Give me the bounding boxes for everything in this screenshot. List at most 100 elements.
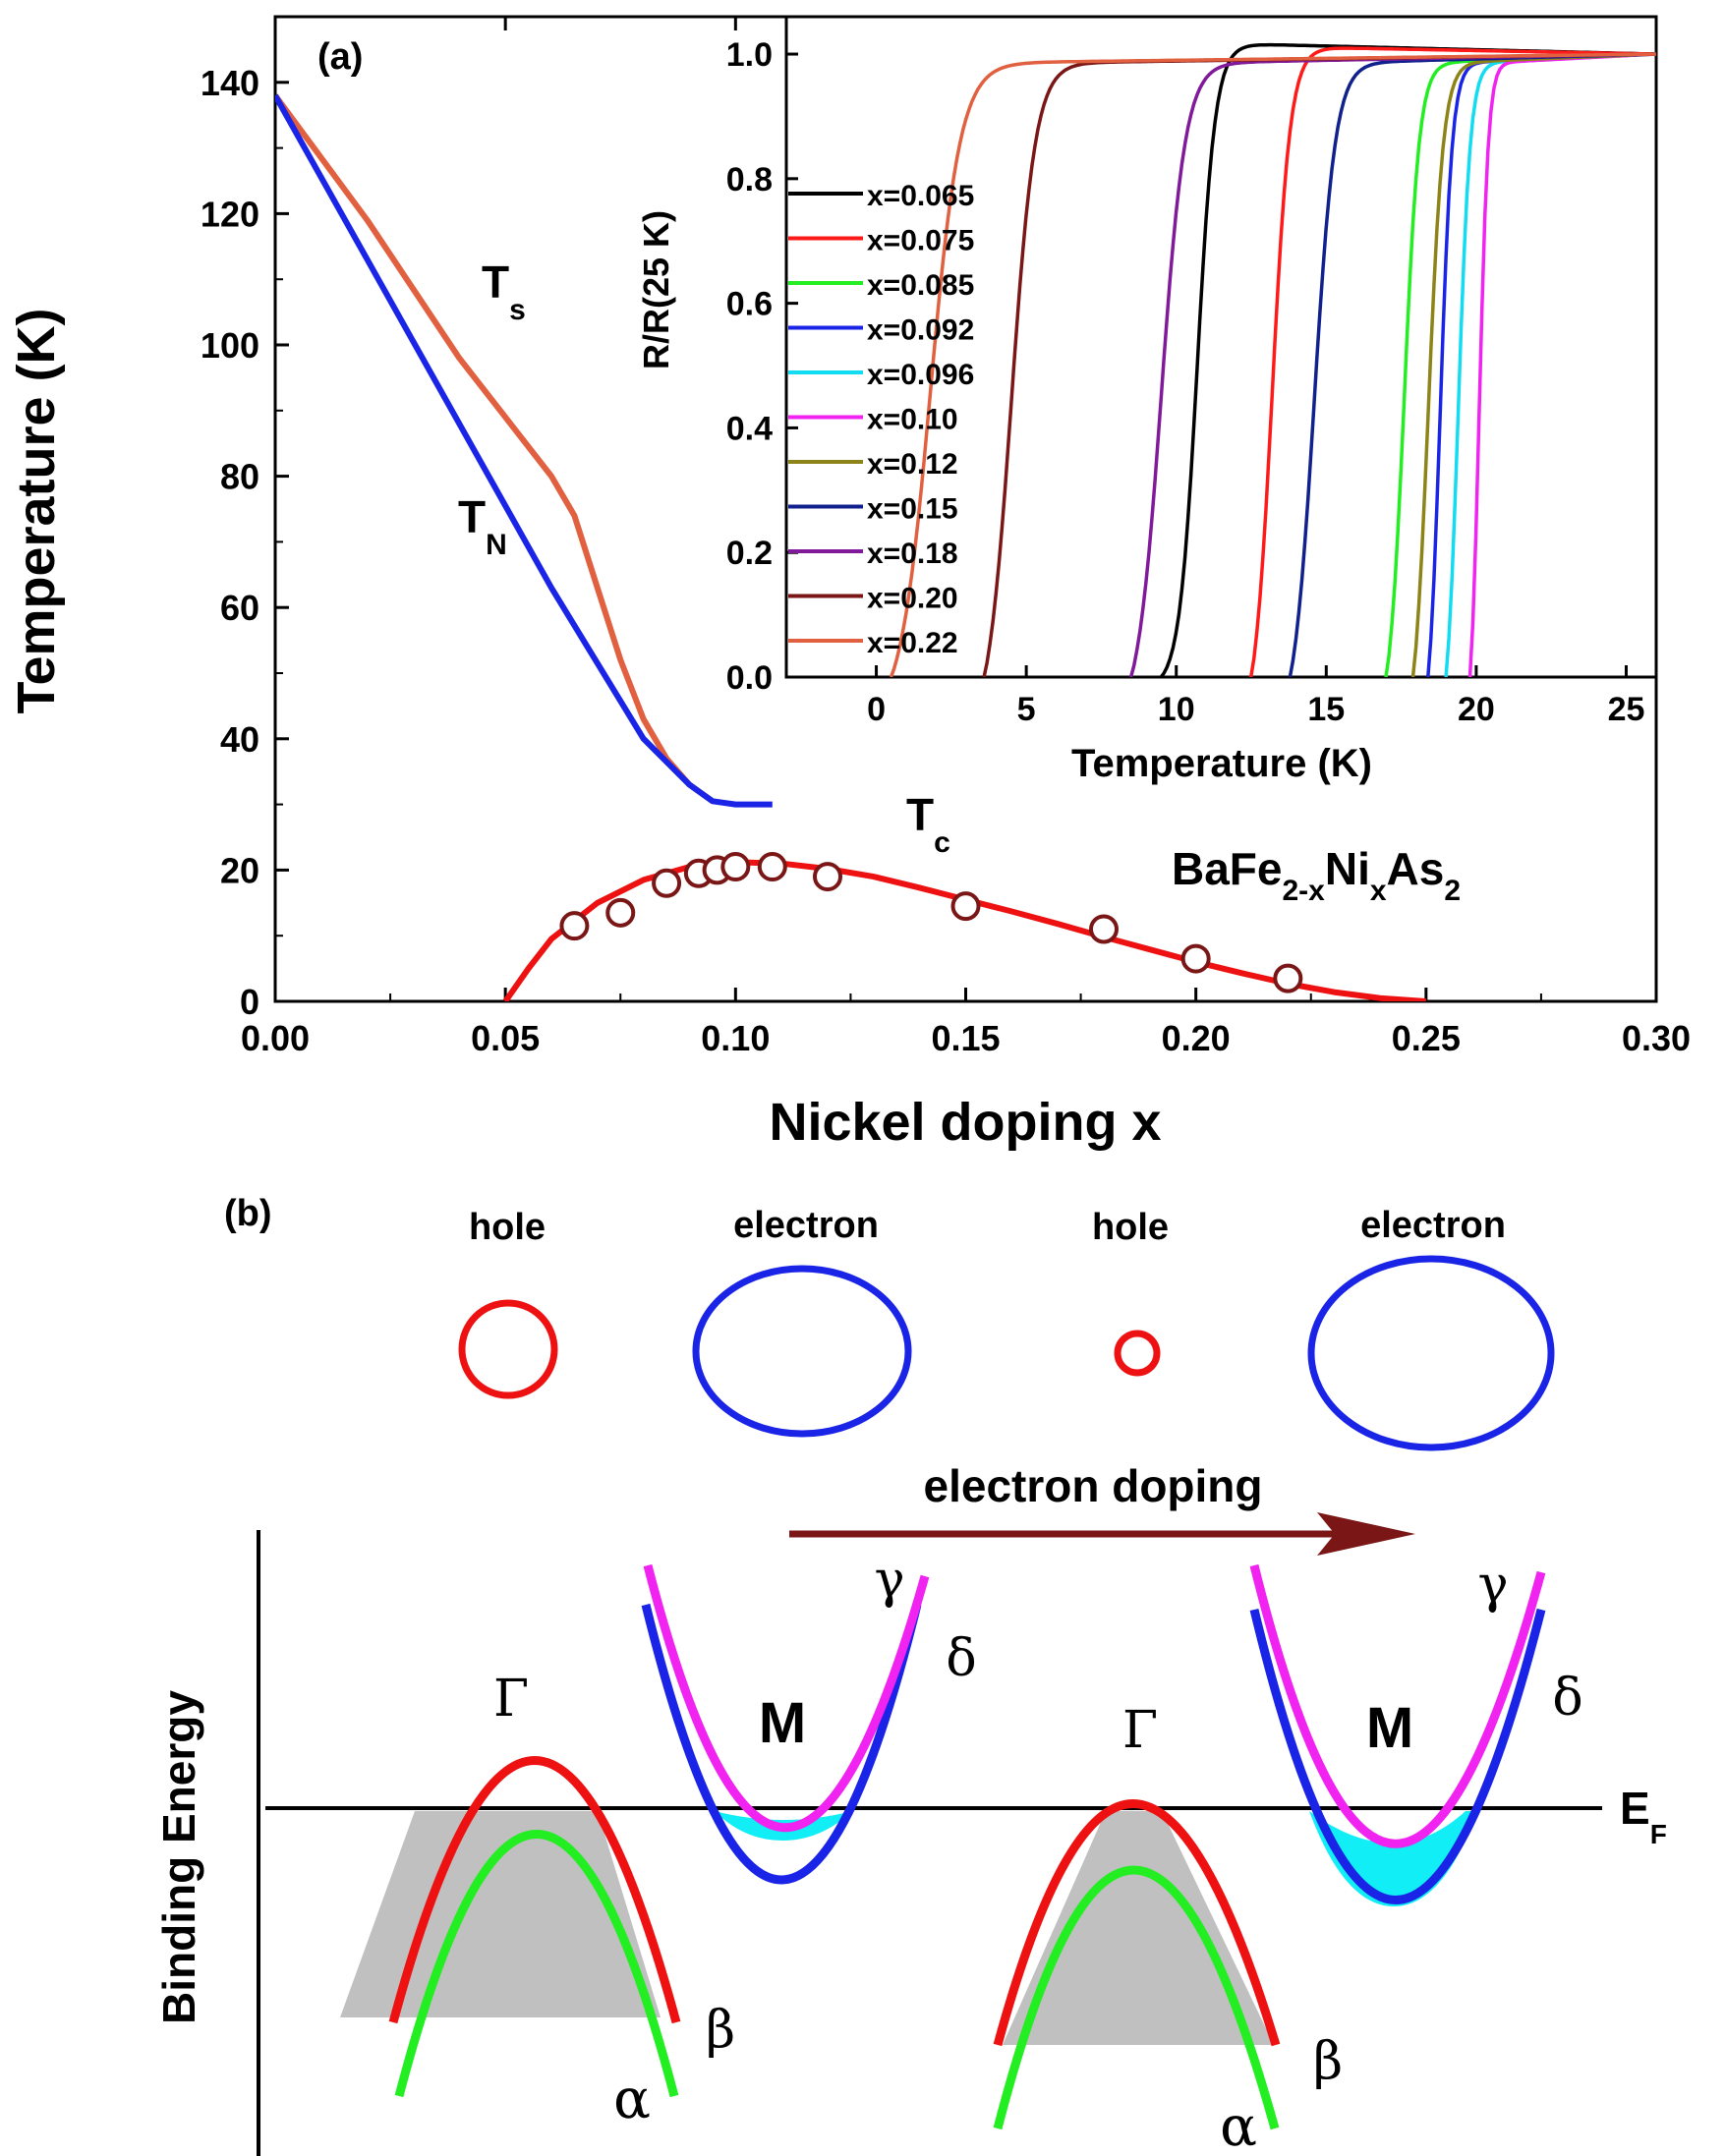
- legend-label: x=0.10: [867, 404, 958, 436]
- hole-pocket-left: [458, 1299, 558, 1399]
- m-point-label-left: M: [759, 1691, 806, 1755]
- inset-x-tick-label: 20: [1458, 691, 1495, 728]
- tc-data-point: [605, 897, 636, 928]
- alpha-band-label-right: α: [1220, 2095, 1257, 2156]
- inset-y-tick-label: 0.6: [726, 286, 773, 323]
- hole-pocket-right: [1114, 1330, 1161, 1377]
- hole-label-left: hole: [469, 1207, 546, 1248]
- beta-band-label-left: β: [706, 2001, 735, 2060]
- legend-label: x=0.12: [867, 448, 958, 481]
- tc-data-point: [652, 868, 682, 898]
- main-y-axis-title: Temperature (K): [7, 308, 66, 713]
- inset-x-tick-label: 25: [1608, 691, 1645, 728]
- main-x-tick-label: 0.15: [931, 1018, 1000, 1058]
- legend-label: x=0.20: [867, 583, 958, 615]
- main-y-ticks: 0 20 40 60 80 100 120 140: [201, 16, 289, 1022]
- beta-band-left: [388, 1756, 681, 2024]
- inset-y-tick-label: 0.0: [726, 659, 773, 697]
- fermi-level-label: EF: [1620, 1783, 1667, 1849]
- hole-label-right: hole: [1092, 1207, 1169, 1248]
- inset-x-axis-title: Temperature (K): [1071, 742, 1372, 785]
- main-y-tick-label: 0: [240, 982, 259, 1022]
- tn-line: [275, 93, 773, 808]
- main-x-tick-label: 0.20: [1162, 1018, 1231, 1058]
- panel-a-label: (a): [317, 36, 363, 78]
- tc-fit-line: [502, 859, 1427, 1001]
- main-y-tick-label: 100: [201, 325, 259, 366]
- tc-data-point: [950, 891, 981, 922]
- main-x-axis-title: Nickel doping x: [769, 1093, 1161, 1152]
- inset-y-ticks: 0.0 0.2 0.4 0.6 0.8 1.0: [726, 36, 798, 697]
- tc-data-point: [1180, 943, 1211, 974]
- inset-x-tick-label: 5: [1017, 691, 1036, 728]
- bands-left: Γ M γ δ β α: [340, 1551, 977, 2131]
- legend-label: x=0.096: [867, 359, 974, 391]
- legend-label: x=0.15: [867, 493, 958, 526]
- ts-label: Ts: [482, 256, 526, 326]
- legend-label: x=0.18: [867, 538, 958, 570]
- delta-band-label-right: δ: [1552, 1669, 1582, 1728]
- gamma-band-right: [1249, 1563, 1546, 1848]
- legend-label: x=0.092: [867, 314, 974, 347]
- gamma-band-left: [643, 1563, 930, 1833]
- tc-data-point: [757, 852, 787, 882]
- main-y-tick-label: 80: [220, 457, 259, 497]
- inset-x-ticks: 0 5 10 15 20 25: [867, 665, 1644, 728]
- main-x-ticks: 0.00 0.05 0.10 0.15 0.20 0.25 0.30: [241, 17, 1691, 1058]
- beta-band-label-right: β: [1313, 2032, 1343, 2091]
- tc-data-point: [1273, 963, 1303, 993]
- main-y-tick-label: 60: [220, 588, 259, 628]
- main-x-tick-label: 0.30: [1622, 1018, 1691, 1058]
- filled-hole-states-right: [1003, 1811, 1274, 2045]
- electron-pocket-right: [1307, 1255, 1555, 1451]
- tc-points: [559, 852, 1303, 993]
- tc-data-point: [1089, 914, 1119, 944]
- beta-band-right: [993, 1799, 1281, 2047]
- tc-label: Tc: [906, 789, 950, 859]
- main-plot-area: [275, 93, 1427, 1001]
- gamma-band-label-right: γ: [1477, 1556, 1508, 1615]
- inset-x-tick-label: 0: [867, 691, 886, 728]
- inset-frame: [784, 15, 1658, 679]
- inset-y-axis-title: R/R(25 K): [636, 210, 676, 369]
- tc-data-point: [559, 911, 590, 941]
- m-point-label-right: M: [1366, 1696, 1413, 1760]
- legend-label: x=0.085: [867, 269, 974, 302]
- electron-label-left: electron: [733, 1205, 879, 1246]
- main-x-tick-label: 0.25: [1392, 1018, 1461, 1058]
- main-y-tick-label: 40: [220, 719, 259, 760]
- inset-x-tick-label: 10: [1158, 691, 1195, 728]
- doping-arrow-head: [1317, 1512, 1415, 1556]
- tn-label: TN: [458, 491, 507, 561]
- delta-band-left: [641, 1603, 922, 1885]
- panel-b: (b) hole electron hole electron electron…: [153, 1193, 1667, 2156]
- inset-x-tick-label: 15: [1307, 691, 1345, 728]
- bands-right: Γ M γ δ β α: [993, 1556, 1583, 2156]
- inset-y-tick-label: 0.2: [726, 535, 773, 572]
- delta-band-label-left: δ: [946, 1629, 976, 1688]
- main-y-tick-label: 120: [201, 194, 259, 234]
- panel-a: (a) 0.00 0.05 0.10 0.15 0.20 0.25 0.30 0204060…: [7, 15, 1691, 1152]
- electron-label-right: electron: [1360, 1205, 1506, 1246]
- inset-y-tick-label: 0.4: [726, 410, 773, 447]
- tc-data-point: [720, 852, 751, 882]
- binding-energy-label: Binding Energy: [153, 1690, 204, 2024]
- alpha-band-right: [993, 1865, 1280, 2130]
- main-x-tick-label: 0.05: [471, 1018, 540, 1058]
- tc-data-point: [813, 862, 842, 892]
- main-y-tick-label: 20: [220, 850, 259, 890]
- inset-y-tick-label: 1.0: [726, 36, 773, 74]
- inset-curve: [1248, 46, 1656, 677]
- inset-curve: [889, 52, 1656, 677]
- legend-label: x=0.065: [867, 180, 974, 212]
- delta-band-right: [1249, 1608, 1546, 1904]
- inset-legend: x=0.065 x=0.075 x=0.085 x=0.092 x=0.096 x=0.1…: [788, 180, 974, 659]
- alpha-band-left: [394, 1830, 679, 2098]
- gamma-point-label-right: Γ: [1122, 1701, 1158, 1760]
- ts-line: [275, 93, 715, 804]
- main-y-tick-label: 140: [201, 63, 259, 103]
- main-x-tick-label: 0.00: [241, 1018, 310, 1058]
- inset-y-tick-label: 0.8: [726, 161, 773, 199]
- gamma-point-label-left: Γ: [493, 1670, 529, 1729]
